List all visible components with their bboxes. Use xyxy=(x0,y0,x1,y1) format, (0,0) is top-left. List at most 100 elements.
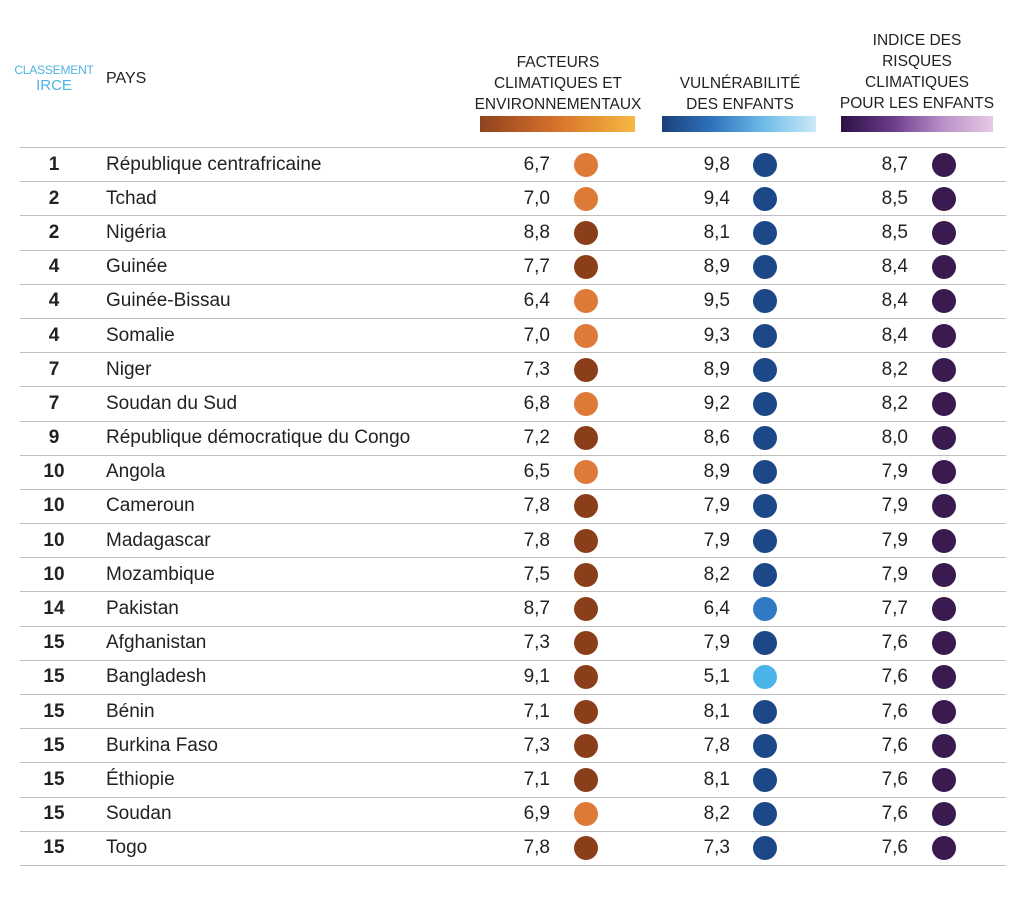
risk-index-value: 7,6 xyxy=(881,700,908,722)
risk-index-dot xyxy=(932,152,956,177)
climate-dot xyxy=(574,665,598,690)
table-row: 1 République centrafricaine 6,7 9,8 8,7 xyxy=(20,148,1006,183)
rank-cell: 14 xyxy=(43,598,65,620)
country-column-header: PAYS xyxy=(106,70,147,87)
risk-index-dot xyxy=(932,562,956,587)
table-row: 4 Guinée 7,7 8,9 8,4 xyxy=(20,251,1006,285)
climate-value: 7,0 xyxy=(523,187,550,209)
vulnerability-value: 8,1 xyxy=(703,700,730,722)
climate-value: 7,1 xyxy=(523,768,550,790)
rank-cell: 15 xyxy=(43,768,65,790)
climate-value: 7,0 xyxy=(523,324,550,346)
risk-index-value: 8,4 xyxy=(881,324,908,346)
child-vulnerability-header: VULNÉRABILITÉ DES ENFANTS xyxy=(679,75,801,113)
risk-index-dot xyxy=(932,597,956,622)
risk-index-value: 7,7 xyxy=(881,598,908,620)
vulnerability-value: 8,6 xyxy=(703,427,730,449)
risk-index-value: 7,9 xyxy=(881,495,908,517)
vulnerability-dot xyxy=(753,631,777,656)
climate-risk-index-header: INDICE DES RISQUES CLIMATIQUES POUR LES … xyxy=(839,32,995,112)
vulnerability-value: 9,3 xyxy=(703,324,730,346)
climate-value: 7,3 xyxy=(523,632,550,654)
vulnerability-value: 8,9 xyxy=(703,358,730,380)
risk-index-value: 7,6 xyxy=(881,632,908,654)
table-row: 4 Guinée-Bissau 6,4 9,5 8,4 xyxy=(20,285,1006,319)
climate-value: 7,8 xyxy=(523,837,550,859)
risk-index-value: 8,5 xyxy=(881,187,908,209)
country-cell: Soudan du Sud xyxy=(106,392,238,414)
risk-index-value: 8,4 xyxy=(881,256,908,278)
table-row: 15 Soudan 6,9 8,2 7,6 xyxy=(20,798,1006,832)
country-cell: Guinée-Bissau xyxy=(106,290,231,312)
climate-dot xyxy=(574,699,598,724)
rank-cell: 10 xyxy=(43,563,65,585)
climate-dot xyxy=(574,631,598,656)
climate-dot xyxy=(574,357,598,382)
climate-value: 7,5 xyxy=(523,563,550,585)
vulnerability-dot xyxy=(753,665,777,690)
vulnerability-dot xyxy=(753,220,777,245)
rank-header-line2: IRCE xyxy=(36,77,72,94)
country-cell: Bénin xyxy=(106,700,155,722)
country-cell: Madagascar xyxy=(106,529,211,551)
country-cell: République centrafricaine xyxy=(106,153,322,175)
climate-dot xyxy=(574,802,598,827)
country-cell: Guinée xyxy=(106,256,168,278)
rank-cell: 10 xyxy=(43,529,65,551)
rank-cell: 2 xyxy=(48,187,60,209)
risk-index-dot xyxy=(932,631,956,656)
climate-value: 7,8 xyxy=(523,495,550,517)
vulnerability-value: 9,4 xyxy=(703,187,730,209)
country-cell: Pakistan xyxy=(106,598,179,620)
rank-cell: 4 xyxy=(48,290,60,312)
risk-index-dot xyxy=(932,186,956,211)
risk-index-value: 7,9 xyxy=(881,563,908,585)
table-row: 10 Mozambique 7,5 8,2 7,9 xyxy=(20,558,1006,593)
risk-index-value: 8,4 xyxy=(881,290,908,312)
table-row: 15 Bénin 7,1 8,1 7,6 xyxy=(20,695,1006,730)
vulnerability-value: 8,9 xyxy=(703,256,730,278)
country-cell: Cameroun xyxy=(106,495,195,517)
table-row: 14 Pakistan 8,7 6,4 7,7 xyxy=(20,592,1006,627)
climate-dot xyxy=(574,152,598,177)
vulnerability-dot xyxy=(753,289,777,314)
climate-dot xyxy=(574,836,598,861)
risk-index-value: 7,6 xyxy=(881,837,908,859)
rank-cell: 15 xyxy=(43,700,65,722)
vulnerability-dot xyxy=(753,391,777,416)
climate-value: 7,3 xyxy=(523,358,550,380)
vulnerability-value: 7,3 xyxy=(703,837,730,859)
country-cell: Burkina Faso xyxy=(106,734,218,756)
vulnerability-dot xyxy=(753,186,777,211)
vulnerability-dot xyxy=(753,255,777,280)
vulnerability-dot xyxy=(753,152,777,177)
risk-index-dot xyxy=(932,699,956,724)
vulnerability-value: 9,2 xyxy=(703,392,730,414)
vulnerability-value: 8,2 xyxy=(703,563,730,585)
risk-index-value: 7,6 xyxy=(881,734,908,756)
risk-index-value: 8,2 xyxy=(881,358,908,380)
vulnerability-dot xyxy=(753,460,777,485)
climate-value: 6,4 xyxy=(523,290,550,312)
risk-index-value: 8,7 xyxy=(881,153,908,175)
risk-index-dot xyxy=(932,220,956,245)
climate-value: 9,1 xyxy=(523,666,550,688)
climate-dot xyxy=(574,562,598,587)
table-row: 2 Tchad 7,0 9,4 8,5 xyxy=(20,182,1006,217)
climate-value: 8,7 xyxy=(523,598,550,620)
table-row: 9 République démocratique du Congo 7,2 8,6 8… xyxy=(20,422,1006,456)
country-cell: Niger xyxy=(106,358,152,380)
climate-value: 8,8 xyxy=(523,221,550,243)
climate-dot xyxy=(574,289,598,314)
vulnerability-value: 9,8 xyxy=(703,153,730,175)
risk-index-dot xyxy=(932,323,956,348)
table-row: 10 Madagascar 7,8 7,9 7,9 xyxy=(20,524,1006,559)
vulnerability-dot xyxy=(753,767,777,792)
risk-index-dot xyxy=(932,391,956,416)
vulnerability-value: 6,4 xyxy=(703,598,730,620)
country-cell: Soudan xyxy=(106,803,172,825)
risk-index-value: 7,6 xyxy=(881,768,908,790)
climate-factors-gradient xyxy=(480,116,635,132)
vulnerability-value: 8,1 xyxy=(703,768,730,790)
table-row: 15 Togo 7,8 7,3 7,6 xyxy=(20,832,1006,866)
